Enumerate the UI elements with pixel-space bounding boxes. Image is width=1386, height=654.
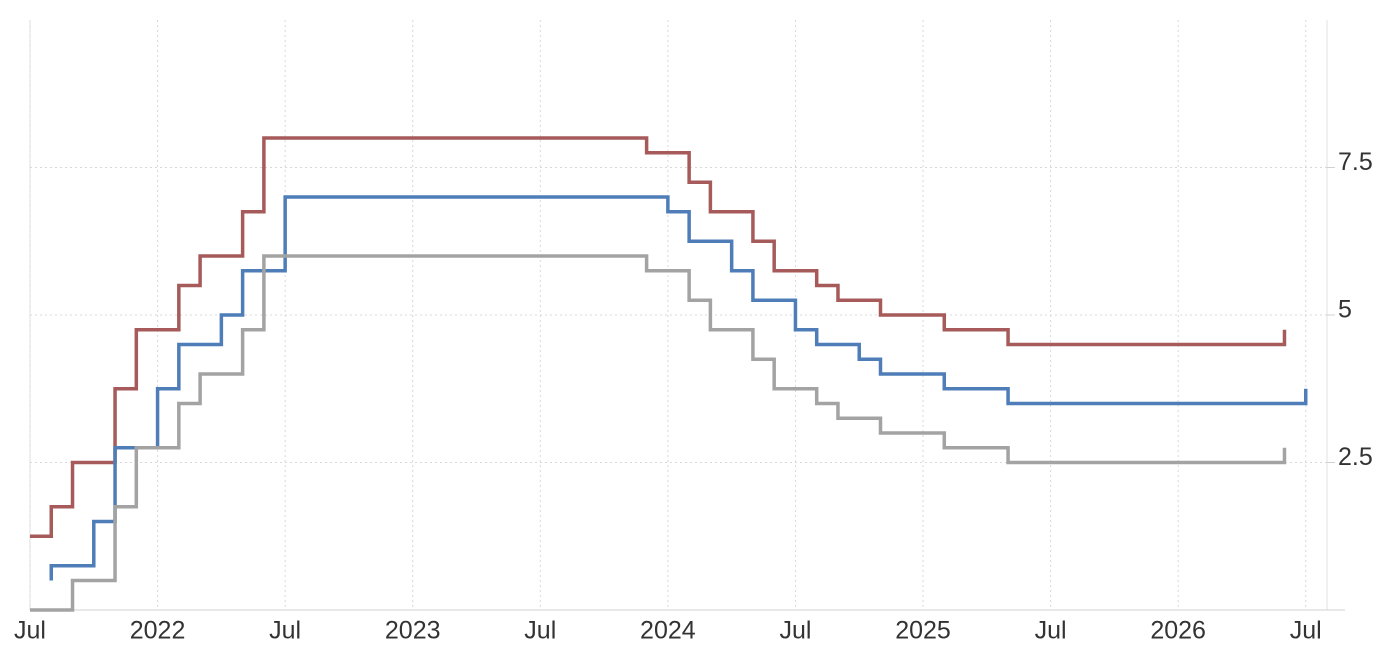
series-line (30, 136, 1287, 538)
y-tick-label: 7.5 (1338, 148, 1373, 176)
x-tick-label: Jul (524, 617, 556, 645)
x-tick-label: 2024 (640, 617, 696, 645)
series-line (30, 254, 1287, 612)
x-tick-label: 2023 (385, 617, 441, 645)
x-tick-label: Jul (1290, 617, 1322, 645)
series-line (49, 195, 1308, 581)
x-tick-label: Jul (779, 617, 811, 645)
x-tick-label: Jul (1035, 617, 1067, 645)
x-tick-label: 2022 (130, 617, 186, 645)
x-tick-label: Jul (269, 617, 301, 645)
x-tick-label: Jul (14, 617, 46, 645)
x-tick-label: 2025 (895, 617, 951, 645)
x-tick-label: 2026 (1150, 617, 1206, 645)
y-tick-label: 2.5 (1338, 443, 1373, 471)
y-tick-label: 5 (1338, 296, 1352, 324)
